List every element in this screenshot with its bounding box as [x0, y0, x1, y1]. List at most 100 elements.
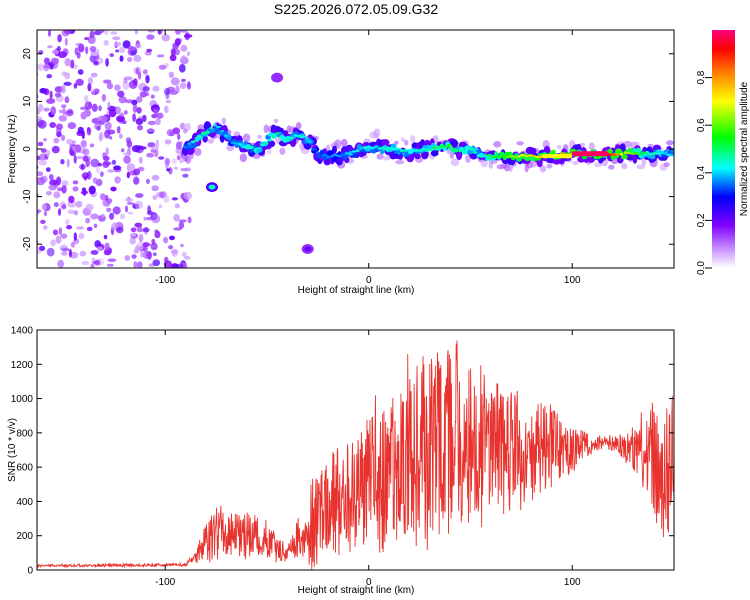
- noise-speckle: [94, 240, 101, 248]
- noise-speckle: [143, 216, 147, 221]
- noise-speckle: [77, 69, 84, 75]
- noise-speckle: [47, 45, 53, 49]
- noise-speckle: [81, 187, 86, 191]
- ridge-core: [381, 146, 385, 149]
- noise-speckle: [147, 30, 155, 33]
- noise-speckle: [131, 254, 137, 259]
- ridge-outer: [266, 140, 276, 148]
- snr-y-axis-label: SNR (10 * v/v): [7, 418, 18, 482]
- ridge-halo: [636, 164, 645, 170]
- noise-speckle: [59, 109, 63, 114]
- x-tick-label: -100: [155, 577, 175, 588]
- noise-speckle: [32, 173, 36, 182]
- noise-speckle: [145, 178, 150, 184]
- noise-speckle: [90, 250, 99, 255]
- noise-speckle: [53, 191, 61, 199]
- noise-speckle: [66, 158, 70, 168]
- ridge-halo: [557, 145, 562, 150]
- noise-speckle: [152, 85, 160, 92]
- noise-speckle: [130, 227, 137, 233]
- noise-speckle: [186, 51, 191, 57]
- noise-speckle: [57, 51, 67, 59]
- noise-speckle: [107, 169, 115, 173]
- ridge-core: [652, 152, 657, 155]
- ridge-core: [311, 148, 317, 151]
- ridge-core: [637, 153, 642, 156]
- noise-speckle: [135, 145, 144, 154]
- noise-speckle: [67, 108, 74, 114]
- ridge-halo: [242, 133, 251, 143]
- noise-speckle: [84, 95, 89, 103]
- noise-speckle: [49, 179, 58, 186]
- noise-speckle: [106, 82, 114, 90]
- ridge-mid: [620, 154, 628, 160]
- noise-speckle: [128, 45, 136, 52]
- noise-speckle: [87, 77, 93, 85]
- ridge-core: [396, 147, 400, 150]
- ridge-halo: [400, 137, 406, 142]
- ridge-core: [279, 135, 283, 139]
- ridge-halo: [373, 128, 381, 139]
- noise-speckle: [115, 226, 124, 234]
- noise-speckle: [116, 115, 125, 123]
- noise-speckle: [142, 114, 147, 122]
- noise-speckle: [76, 226, 85, 230]
- ridge-halo: [257, 134, 263, 139]
- noise-speckle: [118, 96, 127, 104]
- noise-speckle: [86, 127, 91, 132]
- ridge-halo: [178, 158, 185, 164]
- noise-speckle: [180, 44, 188, 52]
- noise-speckle: [139, 156, 143, 164]
- noise-speckle: [147, 210, 153, 216]
- noise-speckle: [65, 218, 70, 226]
- ridge-core: [183, 145, 189, 149]
- noise-speckle: [147, 120, 157, 126]
- noise-speckle: [164, 105, 169, 114]
- ridge-core: [190, 140, 196, 143]
- noise-speckle: [49, 122, 57, 128]
- noise-speckle: [144, 51, 152, 56]
- noise-speckle: [89, 143, 95, 148]
- noise-speckle: [52, 229, 59, 236]
- noise-speckle: [146, 152, 155, 158]
- ridge-core: [282, 138, 287, 142]
- ridge-core: [289, 136, 295, 140]
- noise-speckle: [134, 30, 138, 35]
- noise-speckle: [94, 122, 102, 130]
- noise-speckle: [67, 122, 77, 130]
- noise-speckle: [169, 235, 175, 241]
- noise-speckle: [142, 227, 150, 233]
- ridge-core: [436, 145, 441, 149]
- noise-speckle: [39, 153, 47, 161]
- ridge-core: [513, 156, 518, 159]
- y-tick-label: -20: [22, 237, 33, 252]
- noise-speckle: [73, 83, 78, 89]
- ridge-core: [461, 150, 467, 154]
- noise-speckle: [103, 79, 112, 84]
- ridge-core: [334, 153, 338, 157]
- noise-speckle: [126, 171, 131, 179]
- noise-speckle: [184, 34, 193, 38]
- noise-speckle: [89, 30, 95, 39]
- noise-speckle: [31, 77, 36, 82]
- noise-speckle: [134, 245, 140, 254]
- noise-speckle: [180, 168, 188, 172]
- ridge-core: [399, 148, 404, 153]
- noise-speckle: [97, 162, 103, 167]
- noise-speckle: [120, 148, 125, 153]
- noise-speckle: [117, 90, 125, 98]
- y-tick-label: 0: [27, 566, 33, 577]
- snr-panel: -100 0 100 0 200 400 600 800 1000 1200 1400 Heigh…: [7, 326, 675, 596]
- noise-speckle: [183, 191, 192, 200]
- noise-speckle: [43, 107, 50, 112]
- x-tick-label: 100: [564, 577, 581, 588]
- ridge-halo: [480, 160, 488, 168]
- noise-speckle: [76, 155, 84, 160]
- noise-speckle: [146, 128, 155, 133]
- ridge-core: [274, 132, 280, 135]
- noise-speckle: [152, 195, 157, 200]
- noise-speckle: [174, 203, 180, 209]
- noise-speckle: [171, 158, 177, 164]
- noise-speckle: [152, 145, 159, 151]
- ridge-halo: [376, 153, 384, 160]
